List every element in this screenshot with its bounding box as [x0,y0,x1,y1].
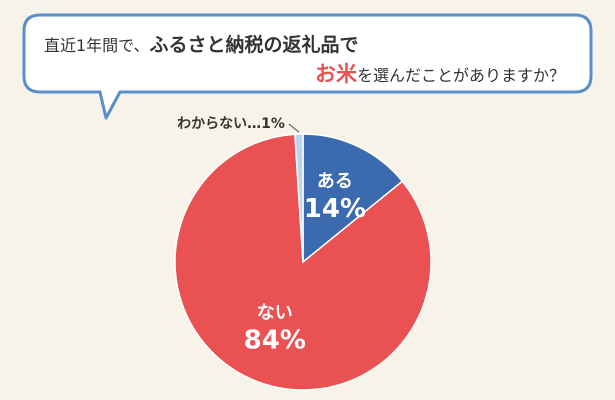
callout-line-dontknow [288,123,300,133]
question-line-1-bold: ふるさと納税の返礼品で [149,34,359,56]
question-bubble: 直近1年間で、ふるさと納税の返礼品で お米を選んだことがありますか？ [0,0,615,130]
question-line-2-plain: を選んだことがありますか？ [356,66,565,85]
question-line-1: 直近1年間で、ふるさと納税の返礼品で [44,30,359,57]
slice-value-nai: 84% [244,325,306,355]
callout-label-dontknow: わからない…1% [177,116,285,132]
pie-slice-dontknow [294,133,304,263]
pie-slice-aru [302,133,404,264]
slice-value-aru: 14% [304,194,366,224]
question-line-1-plain: 直近1年間で、 [44,36,150,55]
question-line-2: お米を選んだことがありますか？ [315,58,565,88]
slice-label-nai: ない [257,302,293,323]
question-accent: お米 [314,62,357,86]
bubble-shape [22,13,593,120]
pie-slice-nai [174,133,432,391]
slice-label-aru: ある [317,171,353,192]
pie-slices [174,133,432,391]
